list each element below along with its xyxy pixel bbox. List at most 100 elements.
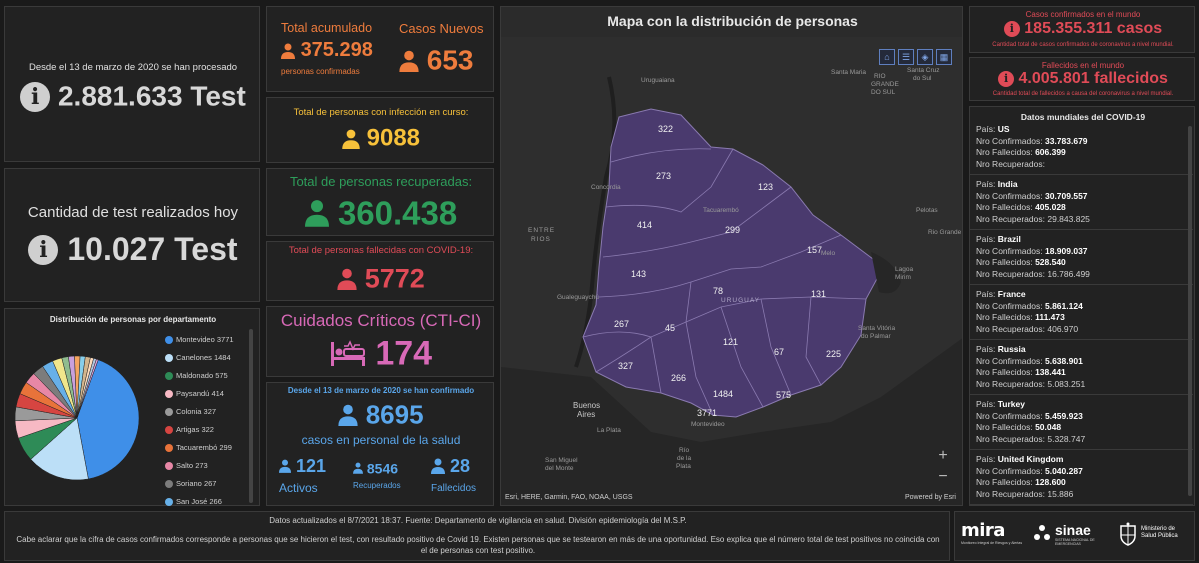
legend-item[interactable]: Soriano 267 (165, 479, 216, 489)
legend-item[interactable]: Maldonado 575 (165, 371, 228, 381)
world-row-label: Nro Confirmados: (976, 355, 1043, 366)
world-data-panel: Datos mundiales del COVID-19 (969, 106, 1195, 506)
home-icon[interactable]: ⌂ (879, 49, 895, 65)
world-row-label: Nro Fallecidos: (976, 147, 1033, 157)
world-row-value: 30.709.557 (1044, 190, 1088, 201)
world-country-row: País: Brazil (976, 234, 1187, 246)
health-staff-deceased: 28 (431, 455, 470, 477)
active-panel: Total de personas con infección en curso… (266, 97, 494, 163)
health-staff-caption: Desde el 13 de marzo de 2020 se han conf… (287, 386, 475, 395)
world-country-item[interactable]: País: Brazil Nro Confirmados: 18.909.037 N… (970, 230, 1193, 285)
pie-slice[interactable] (76, 359, 140, 480)
legend-value: 266 (209, 497, 222, 506)
basemap-gallery-icon[interactable]: ▦ (936, 49, 952, 65)
world-data-list[interactable]: País: US Nro Confirmados: 33.783.679 Nro F… (970, 120, 1193, 506)
legend-item[interactable]: Canelones 1484 (165, 353, 231, 363)
place-san-miguel-1: San Miguel (545, 457, 578, 464)
dept-label-artigas: 322 (658, 124, 674, 134)
world-country-row: Nro Confirmados: 5.040.287 (976, 466, 1187, 478)
place-rio-grande-city: Rio Grande (928, 229, 962, 236)
world-row-value: 5.459.923 (1044, 410, 1083, 421)
legend-item[interactable]: Colonia 327 (165, 407, 217, 417)
legend-item[interactable]: Paysandú 414 (165, 389, 224, 399)
place-buenos-aires-2: Aires (577, 410, 596, 419)
layers-icon[interactable]: ◈ (917, 49, 933, 65)
world-country-row: Nro Recuperados: 406.970 (976, 324, 1187, 336)
world-country-row: Nro Recuperados: 5.083.251 (976, 379, 1187, 391)
legend-item[interactable]: Tacuarembó 299 (165, 443, 232, 453)
health-staff-deceased-value: 28 (450, 455, 471, 476)
world-data-scrollbar[interactable] (1188, 126, 1192, 496)
info-icon: i (1003, 21, 1020, 37)
dept-label-flores: 45 (665, 323, 676, 333)
world-country-row: Nro Fallecidos: 138.441 (976, 367, 1187, 379)
world-row-label: Nro Fallecidos: (976, 477, 1033, 487)
tests-today-caption: Cantidad de test realizados hoy (27, 204, 239, 221)
world-row-label: País: (976, 454, 996, 464)
zoom-in-button[interactable]: + (938, 447, 948, 464)
world-country-row: Nro Recuperados: 5.328.747 (976, 434, 1187, 446)
pie-slice[interactable] (76, 358, 99, 419)
list-icon[interactable]: ☰ (898, 49, 914, 65)
world-row-value: 5.638.901 (1044, 355, 1083, 366)
world-country-item[interactable]: País: Russia Nro Confirmados: 5.638.901 Nr… (970, 340, 1193, 395)
world-row-value: 405.028 (1035, 202, 1066, 212)
world-country-row: País: US (976, 124, 1187, 136)
map-panel[interactable]: Mapa con la distribución de personas 322… (500, 6, 963, 506)
coat-of-arms-icon (1120, 522, 1136, 546)
world-row-label: Nro Recuperados: (976, 378, 1045, 389)
dept-label-colonia: 327 (618, 361, 634, 371)
accumulated-subtitle: personas confirmadas (281, 67, 360, 76)
place-melo: Melo (821, 250, 836, 257)
legend-color-swatch (165, 390, 173, 399)
world-cases-value-row: i 185.355.311 casos (970, 20, 1196, 38)
world-row-value: 5.040.287 (1044, 465, 1083, 476)
critical-value-row: 174 (267, 333, 495, 374)
world-country-item[interactable]: País: US Nro Confirmados: 33.783.679 Nro F… (970, 120, 1193, 175)
zoom-out-button[interactable]: − (938, 468, 948, 485)
logos-panel: mira Monitoreo Integral de Riesgos y Ale… (954, 511, 1195, 561)
map-powered-by[interactable]: Powered by Esri (905, 494, 956, 501)
world-country-item[interactable]: País: United Kingdom Nro Confirmados: 5.0… (970, 450, 1193, 505)
world-row-value: India (997, 179, 1018, 189)
health-staff-deceased-label: Fallecidos (431, 483, 477, 494)
critical-title: Cuidados Críticos (CTI-CI) (280, 311, 482, 330)
health-staff-active-value: 121 (296, 455, 327, 476)
world-row-value: France (997, 289, 1026, 299)
person-icon (338, 404, 359, 427)
world-row-value: 528.540 (1035, 257, 1066, 267)
sinae-icon (1034, 525, 1050, 540)
legend-item[interactable]: Salto 273 (165, 461, 208, 471)
world-country-row: Nro Recuperados: (976, 159, 1187, 171)
world-row-value: 406.970 (1047, 323, 1079, 334)
pie-slice[interactable] (30, 417, 89, 481)
legend-color-swatch (165, 444, 173, 453)
world-row-label: Nro Confirmados: (976, 410, 1043, 421)
legend-scrollbar[interactable] (249, 329, 253, 503)
world-country-item[interactable]: País: France Nro Confirmados: 5.861.124 Nr… (970, 285, 1193, 340)
world-row-value: 33.783.679 (1044, 135, 1088, 146)
legend-color-swatch (165, 354, 173, 363)
world-country-row: Nro Fallecidos: 528.540 (976, 257, 1187, 269)
legend-color-swatch (165, 372, 173, 381)
world-row-value: 5.328.747 (1047, 433, 1086, 444)
legend-label: Salto (176, 461, 194, 470)
legend-item[interactable]: San José 266 (165, 497, 222, 507)
map-canvas[interactable] (501, 37, 963, 506)
legend-value: 327 (203, 407, 217, 416)
world-country-row: Nro Confirmados: 5.861.124 (976, 301, 1187, 313)
mira-logo: mira Monitoreo Integral de Riesgos y Ale… (961, 520, 1023, 545)
world-country-item[interactable]: País: Turkey Nro Confirmados: 5.459.923 Nr… (970, 395, 1193, 450)
dept-label-cerro-largo: 157 (807, 245, 823, 255)
legend-item[interactable]: Montevideo 3771 (165, 335, 234, 345)
active-title: Total de personas con infección en curso… (293, 107, 469, 118)
world-country-item[interactable]: País: India Nro Confirmados: 30.709.557 Nr… (970, 175, 1193, 230)
accumulated-value: 375.298 (300, 39, 373, 62)
legend-item[interactable]: Artigas 322 (165, 425, 214, 435)
person-icon (279, 459, 291, 474)
world-country-item[interactable]: País: ArgentinaNro Confirmados: 4.593.76… (970, 505, 1193, 506)
accumulated-title: Total acumulado (281, 21, 373, 35)
distribution-pie-chart (14, 355, 140, 481)
legend-color-swatch (165, 498, 173, 507)
place-buenos-aires-1: Buenos (573, 401, 601, 410)
